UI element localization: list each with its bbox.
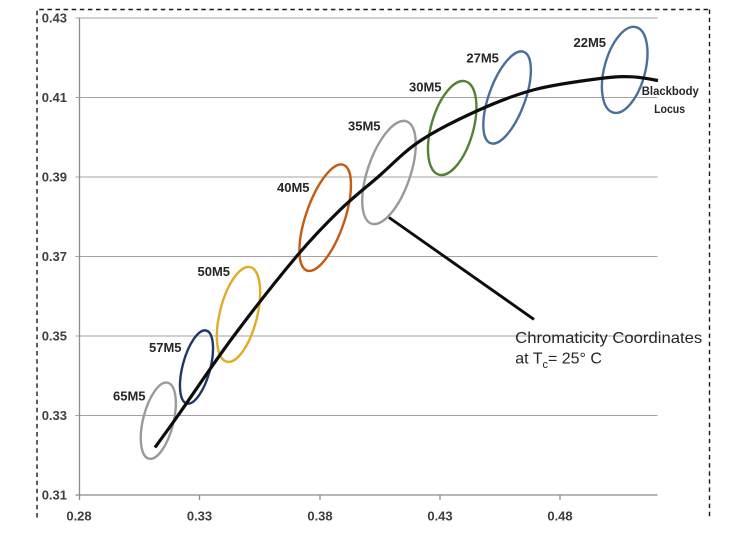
- svg-text:0.38: 0.38: [307, 509, 332, 524]
- svg-text:0.33: 0.33: [42, 408, 67, 423]
- svg-text:Chromaticity Coordinates: Chromaticity Coordinates: [515, 330, 702, 347]
- svg-text:50M5: 50M5: [198, 264, 231, 279]
- svg-text:0.39: 0.39: [42, 170, 67, 185]
- svg-text:35M5: 35M5: [348, 118, 381, 133]
- svg-text:0.41: 0.41: [42, 90, 67, 105]
- svg-text:22M5: 22M5: [574, 35, 607, 50]
- svg-text:Locus: Locus: [654, 102, 685, 116]
- svg-text:40M5: 40M5: [277, 180, 310, 195]
- svg-text:0.31: 0.31: [42, 488, 67, 503]
- svg-text:at Tc= 25° C: at Tc= 25° C: [515, 351, 602, 372]
- svg-text:0.37: 0.37: [42, 249, 67, 264]
- svg-text:27M5: 27M5: [466, 51, 499, 66]
- svg-text:0.28: 0.28: [66, 509, 91, 524]
- svg-text:0.43: 0.43: [427, 509, 452, 524]
- svg-text:Blackbody: Blackbody: [642, 84, 699, 98]
- svg-text:65M5: 65M5: [113, 389, 146, 404]
- svg-text:0.35: 0.35: [42, 329, 67, 344]
- svg-text:30M5: 30M5: [409, 80, 442, 95]
- svg-text:0.48: 0.48: [547, 509, 572, 524]
- svg-text:57M5: 57M5: [149, 340, 182, 355]
- svg-text:0.43: 0.43: [42, 11, 67, 26]
- svg-text:0.33: 0.33: [187, 509, 212, 524]
